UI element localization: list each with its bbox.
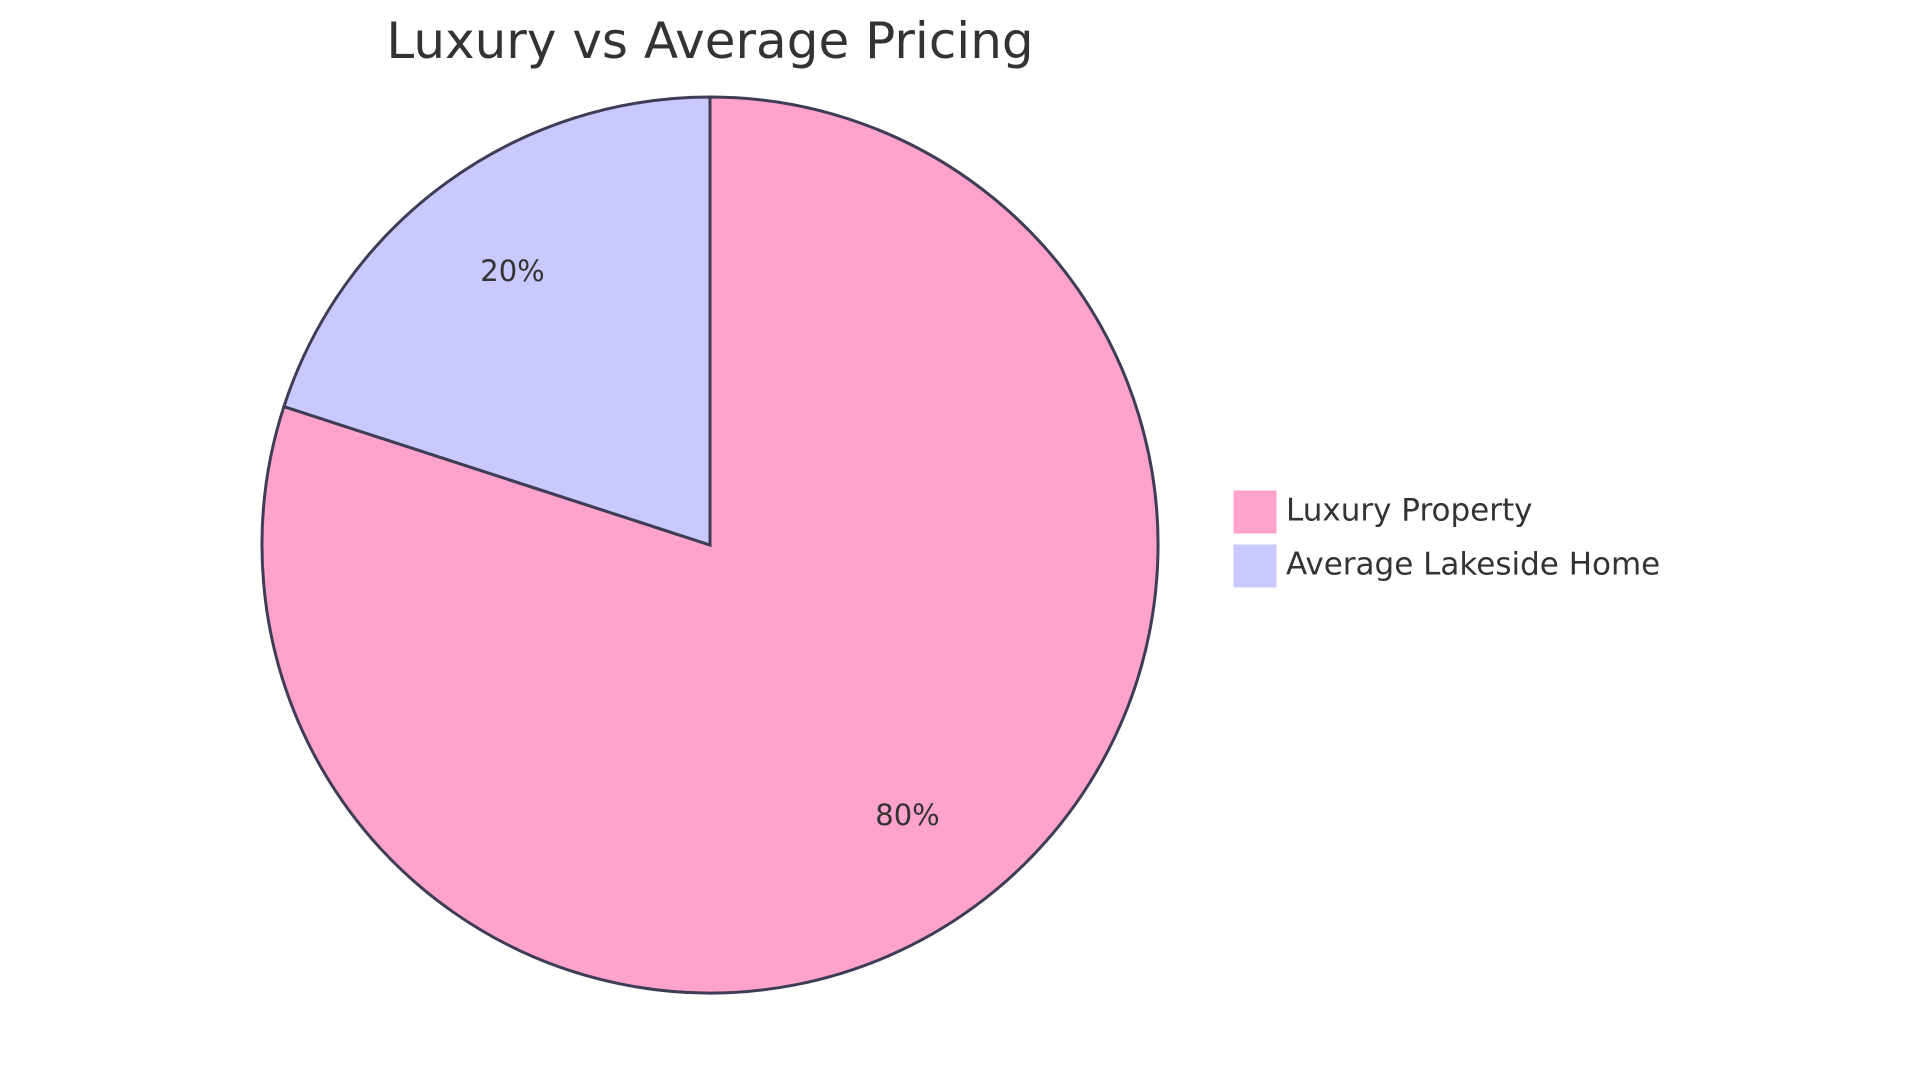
legend-swatch-luxury-property <box>1232 489 1278 535</box>
legend: Luxury Property Average Lakeside Home <box>1232 489 1660 589</box>
pie-slices <box>260 95 1160 995</box>
legend-label-luxury-property: Luxury Property <box>1286 493 1533 529</box>
pie-slice-average-lakeside-home <box>282 95 712 548</box>
slice-labels: 80% 20% <box>480 254 939 832</box>
slice-label-average-lakeside-home: 20% <box>480 254 544 288</box>
slice-label-luxury-property: 80% <box>875 798 939 832</box>
legend-label-average-lakeside-home: Average Lakeside Home <box>1286 547 1660 583</box>
chart-title: Luxury vs Average Pricing <box>386 12 1033 70</box>
legend-swatch-average-lakeside-home <box>1232 543 1278 589</box>
